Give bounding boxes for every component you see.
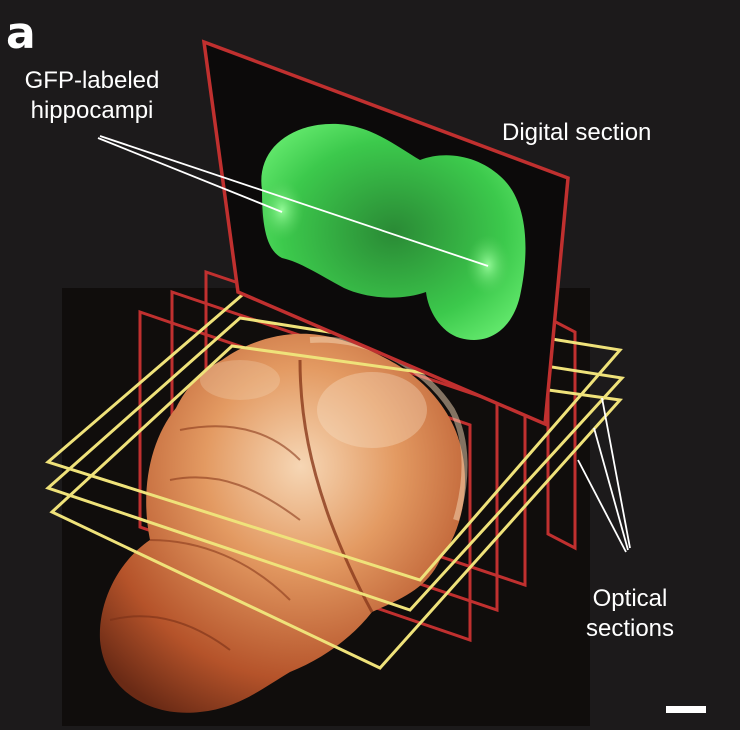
gfp-pointer-left	[97, 137, 283, 213]
brain-3d-render	[99, 333, 468, 713]
optical-pointer-2	[593, 427, 629, 551]
gfp-hippocampi-label: GFP-labeled hippocampi	[8, 66, 176, 126]
gfp-brain-slice	[261, 123, 526, 341]
gfp-pointer-right	[99, 135, 489, 267]
optical-pointer-3	[577, 459, 627, 553]
gfp-label-line1: GFP-labeled	[24, 67, 160, 94]
hippocampus-left	[260, 180, 304, 240]
optical-label-line2: sections	[585, 615, 675, 642]
optical-pointer-1	[601, 397, 631, 549]
digital-section	[201, 39, 570, 427]
scale-bar	[666, 706, 706, 713]
hippocampus-right	[466, 235, 510, 295]
optical-sections-label: Optical sections	[574, 584, 686, 644]
optical-label-line1: Optical	[592, 585, 668, 612]
gfp-label-line2: hippocampi	[30, 97, 154, 124]
panel-letter: a	[6, 8, 36, 59]
digital-section-label: Digital section	[502, 119, 652, 146]
pointer-lines	[97, 135, 631, 553]
optical-section-planes	[44, 288, 625, 670]
